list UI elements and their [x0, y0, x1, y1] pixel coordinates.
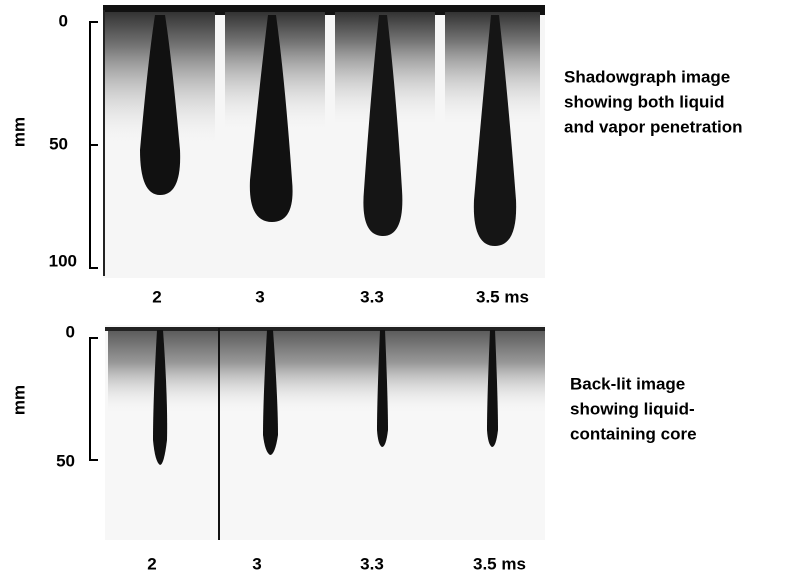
tick-label: 0	[66, 322, 75, 341]
time-label: 3.3	[360, 554, 384, 573]
time-label: 3.5 ms	[473, 554, 526, 573]
time-label: 2	[147, 554, 156, 573]
axis-label: mm	[9, 117, 28, 147]
backlit-image	[105, 325, 545, 540]
caption-line: Back-lit image	[570, 374, 685, 393]
caption-line: showing liquid-	[570, 399, 695, 418]
caption-line: containing core	[570, 424, 697, 443]
scale-bar	[89, 337, 98, 461]
scale-bar	[89, 21, 98, 269]
caption-line: Shadowgraph image	[564, 67, 730, 86]
time-label: 3.5 ms	[476, 287, 529, 306]
axis-label: mm	[9, 385, 28, 415]
tick-label: 50	[56, 451, 75, 470]
time-label: 3.3	[360, 287, 384, 306]
shadowgraph-image	[103, 5, 545, 278]
time-label: 3	[255, 287, 264, 306]
tick-label: 0	[59, 11, 68, 30]
time-label: 3	[252, 554, 261, 573]
caption-line: showing both liquid	[564, 92, 725, 111]
tick-label: 100	[49, 251, 77, 270]
tick-label: 50	[49, 134, 68, 153]
caption-line: and vapor penetration	[564, 117, 743, 136]
time-label: 2	[152, 287, 161, 306]
